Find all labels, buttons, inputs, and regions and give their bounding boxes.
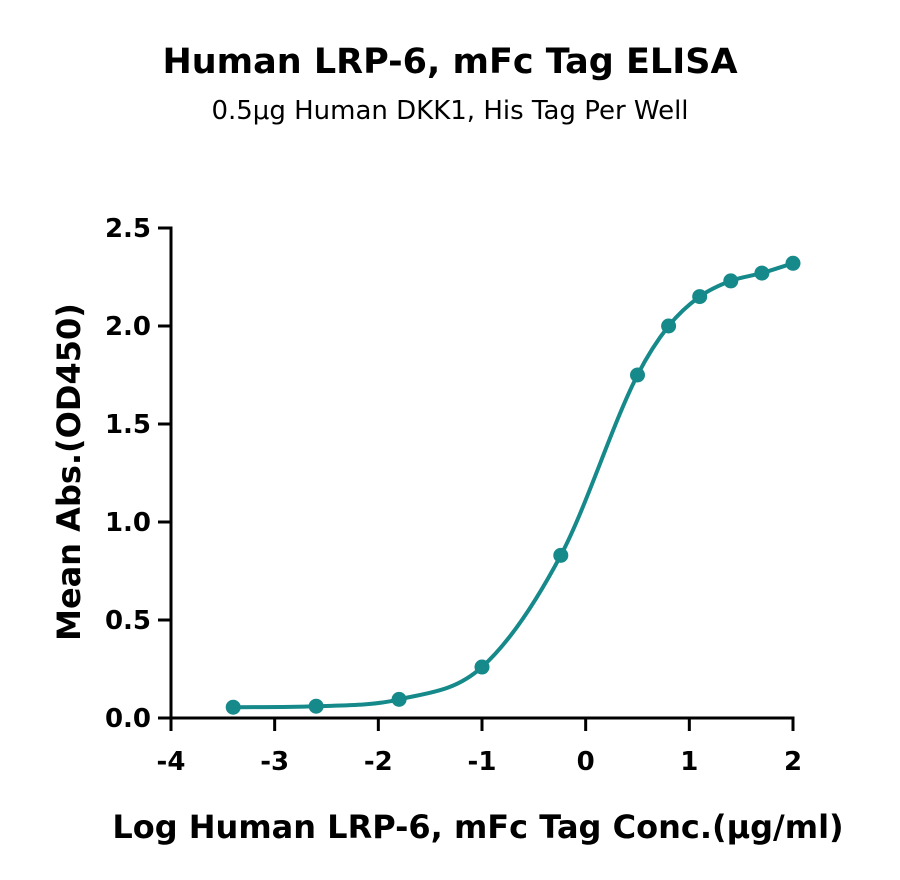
data-point bbox=[661, 318, 677, 334]
x-tick-label: -3 bbox=[260, 747, 289, 777]
y-tick-label: 2.5 bbox=[105, 214, 151, 244]
data-point bbox=[474, 659, 490, 675]
y-tick-label: 2.0 bbox=[105, 312, 151, 342]
data-point bbox=[308, 698, 324, 714]
y-tick-label: 0.0 bbox=[105, 704, 151, 734]
x-tick-label: -1 bbox=[468, 747, 497, 777]
x-tick-label: 1 bbox=[680, 747, 698, 777]
data-point bbox=[630, 367, 645, 383]
fit-curve bbox=[233, 261, 794, 710]
data-point bbox=[723, 273, 739, 289]
x-tick-label: 0 bbox=[577, 747, 595, 777]
data-point bbox=[785, 255, 801, 271]
y-axis-label: Mean Abs.(OD450) bbox=[50, 303, 88, 641]
y-tick-label: 1.0 bbox=[105, 508, 151, 538]
y-ticks: 0.0 0.5 1.0 1.5 2.0 2.5 bbox=[105, 214, 171, 734]
x-tick-label: -2 bbox=[364, 747, 393, 777]
data-point bbox=[754, 265, 770, 281]
data-point bbox=[692, 289, 708, 305]
chart-subtitle: 0.5μg Human DKK1, His Tag Per Well bbox=[211, 96, 689, 126]
y-tick-label: 0.5 bbox=[105, 606, 151, 636]
data-point bbox=[225, 699, 241, 715]
data-point bbox=[553, 547, 569, 563]
x-ticks: -4 -3 -2 -1 0 1 2 bbox=[157, 718, 802, 777]
chart-title: Human LRP-6, mFc Tag ELISA bbox=[162, 42, 738, 82]
x-axis-label: Log Human LRP-6, mFc Tag Conc.(μg/ml) bbox=[112, 808, 843, 846]
x-tick-label: -4 bbox=[157, 747, 186, 777]
y-tick-label: 1.5 bbox=[105, 410, 151, 440]
x-tick-label: 2 bbox=[784, 747, 802, 777]
data-point bbox=[391, 691, 407, 707]
data-points bbox=[225, 255, 801, 715]
